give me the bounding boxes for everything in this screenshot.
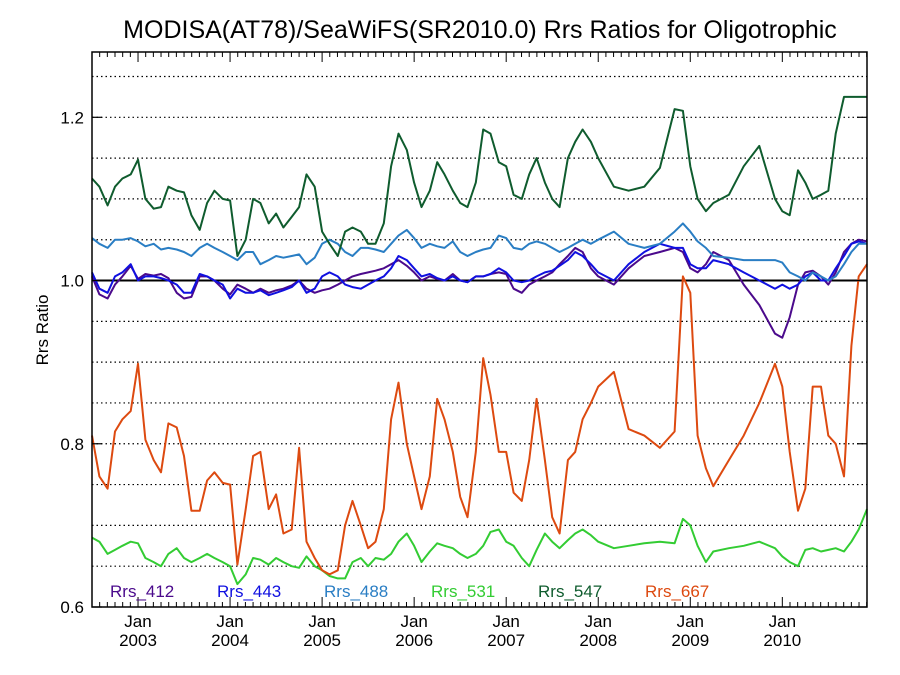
legend-entry-rrs-667: Rrs_667 [645, 582, 709, 601]
x-tick-month-label: Jan [124, 612, 151, 631]
x-tick-month-label: Jan [216, 612, 243, 631]
x-tick-month-label: Jan [677, 612, 704, 631]
series-line-rrs-547 [91, 95, 867, 257]
plot-frame [91, 51, 868, 608]
legend: Rrs_412 Rrs_443 Rrs_488 Rrs_531 Rrs_547 Rrs_6… [110, 582, 709, 601]
x-tick-year-label: 2003 [119, 631, 157, 650]
x-tick-month-label: Jan [492, 612, 519, 631]
y-tick-label: 0.6 [60, 598, 84, 617]
x-tick-year-label: 2005 [303, 631, 341, 650]
x-tick-year-label: 2006 [395, 631, 433, 650]
y-axis-label: Rrs Ratio [33, 295, 52, 366]
legend-entry-rrs-531: Rrs_531 [431, 582, 495, 601]
x-tick-year-label: 2010 [763, 631, 801, 650]
x-axis: Jan2003Jan2004Jan2005Jan2006Jan2007Jan20… [91, 52, 868, 650]
legend-entry-rrs-443: Rrs_443 [217, 582, 281, 601]
legend-entry-rrs-547: Rrs_547 [538, 582, 602, 601]
series-line-rrs-412 [91, 238, 868, 339]
series-line-rrs-531 [91, 508, 868, 586]
series-line-rrs-443 [91, 240, 868, 300]
x-tick-month-label: Jan [769, 612, 796, 631]
x-tick-month-label: Jan [585, 612, 612, 631]
x-tick-year-label: 2008 [579, 631, 617, 650]
legend-entry-rrs-488: Rrs_488 [324, 582, 388, 601]
y-axis: 0.6 0.8 1.0 1.2 [60, 108, 867, 617]
x-tick-year-label: 2009 [671, 631, 709, 650]
chart-title: MODISA(AT78)/SeaWiFS(SR2010.0) Rrs Ratio… [123, 16, 837, 44]
x-tick-year-label: 2007 [487, 631, 525, 650]
legend-entry-rrs-412: Rrs_412 [110, 582, 174, 601]
series-line-rrs-488 [91, 222, 867, 282]
series-line-rrs-667 [91, 263, 868, 576]
y-tick-label: 1.2 [60, 108, 84, 127]
series-lines [91, 95, 868, 586]
x-tick-month-label: Jan [308, 612, 335, 631]
x-tick-year-label: 2004 [211, 631, 249, 650]
y-tick-label: 1.0 [60, 272, 84, 291]
x-tick-month-label: Jan [400, 612, 427, 631]
y-tick-label: 0.8 [60, 435, 84, 454]
